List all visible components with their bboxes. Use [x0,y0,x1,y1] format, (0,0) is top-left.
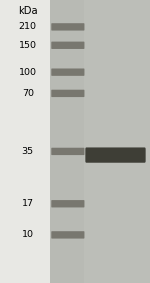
Text: 150: 150 [19,41,37,50]
FancyBboxPatch shape [51,90,84,97]
FancyBboxPatch shape [51,231,84,239]
FancyBboxPatch shape [51,42,84,49]
Bar [50,0,150,283]
Text: 10: 10 [22,230,34,239]
Text: 210: 210 [19,22,37,31]
FancyBboxPatch shape [51,23,84,31]
Text: kDa: kDa [18,6,38,16]
FancyBboxPatch shape [85,147,146,163]
Text: 70: 70 [22,89,34,98]
FancyBboxPatch shape [51,200,84,207]
Text: 17: 17 [22,199,34,208]
Text: 100: 100 [19,68,37,77]
FancyBboxPatch shape [51,68,84,76]
Bar [84,0,150,283]
Text: 35: 35 [22,147,34,156]
FancyBboxPatch shape [51,148,84,155]
